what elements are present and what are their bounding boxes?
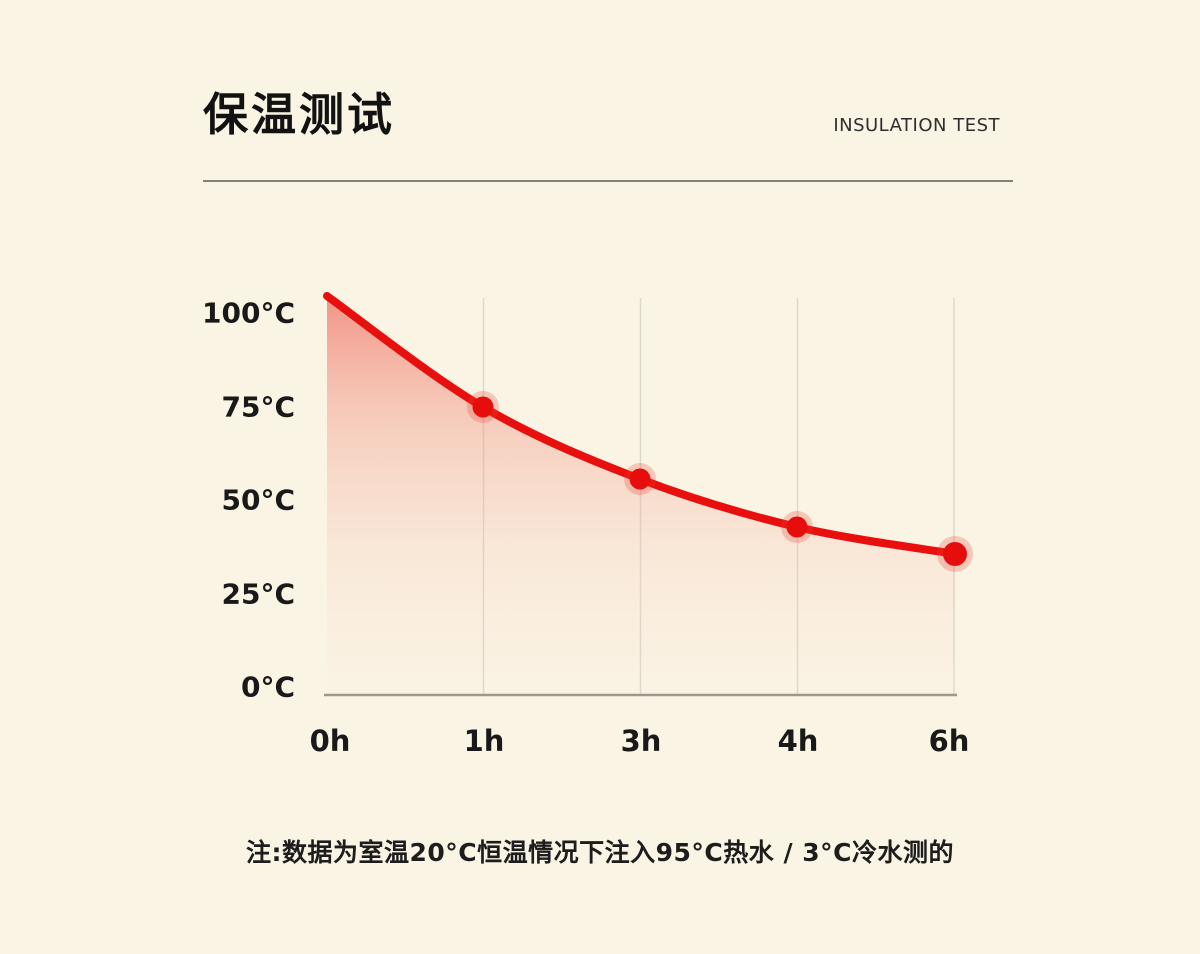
- temperature-decay-plot: [323, 292, 973, 697]
- y-tick-0: 0°C: [240, 670, 295, 704]
- x-tick-1h: 1h: [463, 724, 505, 758]
- page-subtitle-en: INSULATION TEST: [833, 115, 1000, 136]
- y-tick-75: 75°C: [221, 390, 295, 423]
- x-tick-4h: 4h: [777, 724, 819, 758]
- x-tick-6h: 6h: [928, 724, 970, 758]
- data-point-3h: [624, 463, 656, 495]
- y-tick-25: 25°C: [221, 577, 295, 610]
- x-tick-0h: 0h: [309, 724, 351, 758]
- page-title: 保温测试: [203, 88, 396, 141]
- data-point-6h: [937, 536, 973, 572]
- y-tick-100: 100°C: [202, 296, 295, 330]
- data-point-1h: [467, 391, 499, 423]
- data-point-4h: [781, 511, 813, 543]
- title-divider: [203, 180, 1013, 182]
- chart-footnote: 注:数据为室温20°C恒温情况下注入95°C热水 / 3°C冷水测的: [245, 838, 955, 867]
- x-tick-3h: 3h: [620, 724, 662, 758]
- area-fill: [327, 296, 955, 696]
- y-tick-50: 50°C: [221, 483, 295, 517]
